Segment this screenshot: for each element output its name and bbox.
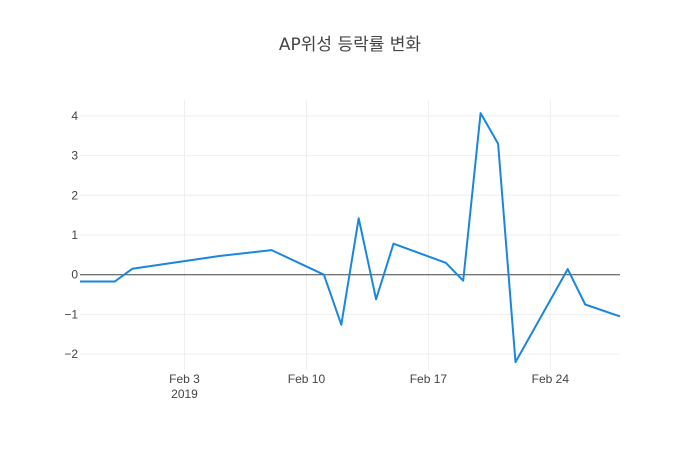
- y-tick-label: −1: [64, 307, 78, 321]
- y-tick-label: −2: [64, 347, 78, 361]
- y-tick-label: 4: [71, 109, 78, 123]
- x-tick-label: Feb 24: [532, 372, 570, 386]
- series-layer: [80, 112, 621, 364]
- x-tick-label: Feb 17: [410, 372, 448, 386]
- x-tick-label: Feb 3: [169, 372, 200, 386]
- y-tick-label: 1: [71, 228, 78, 242]
- grid-lines: [80, 100, 620, 370]
- y-tick-label: 2: [71, 188, 78, 202]
- x-tick-sublabel: 2019: [171, 387, 198, 401]
- chart-title: AP위성 등락률 변화: [279, 35, 422, 55]
- series-line: [80, 112, 621, 364]
- y-axis-ticks: 4 3 2 1 0 −1 −2: [64, 109, 78, 361]
- x-tick-label: Feb 10: [288, 372, 326, 386]
- y-tick-label: 0: [71, 268, 78, 282]
- y-tick-label: 3: [71, 149, 78, 163]
